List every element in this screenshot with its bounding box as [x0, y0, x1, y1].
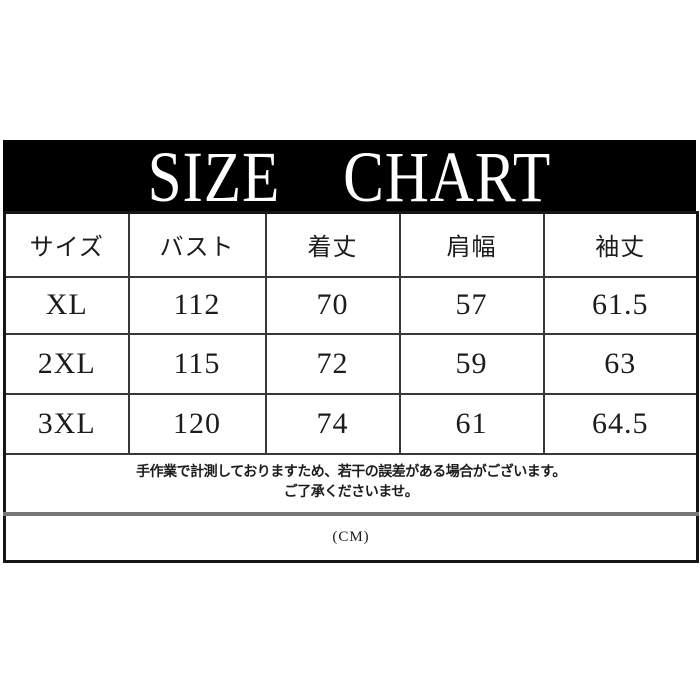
table-cell: 112: [127, 275, 267, 335]
table-cell: 57: [398, 275, 545, 335]
table-cell: 72: [264, 332, 401, 395]
size-chart: SIZE CHART サイズ バスト 着丈 肩幅 袖丈: [3, 140, 699, 563]
measurement-note: 手作業で計測しておりますため、若干の誤差がある場合がございます。 ご了承ください…: [3, 452, 699, 516]
table-cell: 64.5: [542, 392, 699, 455]
table-row-xl: XL 112 70 57 61.5: [3, 275, 699, 335]
table-cell: 74: [264, 392, 401, 455]
table-cell: 70: [264, 275, 401, 335]
table-row-3xl: 3XL 120 74 61 64.5: [3, 392, 699, 455]
col-header-shoulder: 肩幅: [398, 211, 545, 278]
table-cell: 120: [127, 392, 267, 455]
table-cell: 61.5: [542, 275, 699, 335]
chart-title-banner: SIZE CHART: [3, 140, 696, 211]
table-cell: 115: [127, 332, 267, 395]
size-table: サイズ バスト 着丈 肩幅 袖丈 XL 112 70 57 61.5 2XL 1: [3, 211, 699, 563]
table-cell: 61: [398, 392, 545, 455]
col-header-length: 着丈: [264, 211, 401, 278]
table-row-2xl: 2XL 115 72 59 63: [3, 332, 699, 395]
unit-label: (CM): [3, 512, 699, 563]
chart-title: SIZE CHART: [147, 140, 552, 212]
col-header-size: サイズ: [3, 211, 130, 278]
table-cell: XL: [3, 275, 130, 335]
note-line-1: 手作業で計測しておりますため、若干の誤差がある場合がございます。: [136, 464, 566, 480]
table-cell: 3XL: [3, 392, 130, 455]
note-line-2: ご了承くださいませ。: [283, 485, 419, 500]
table-cell: 59: [398, 332, 545, 395]
unit-row: (CM): [3, 512, 699, 563]
table-cell: 63: [542, 332, 699, 395]
col-header-bust: バスト: [127, 211, 267, 278]
col-header-sleeve: 袖丈: [542, 211, 699, 278]
table-header-row: サイズ バスト 着丈 肩幅 袖丈: [3, 211, 699, 278]
note-row: 手作業で計測しておりますため、若干の誤差がある場合がございます。 ご了承ください…: [3, 452, 699, 516]
table-cell: 2XL: [3, 332, 130, 395]
